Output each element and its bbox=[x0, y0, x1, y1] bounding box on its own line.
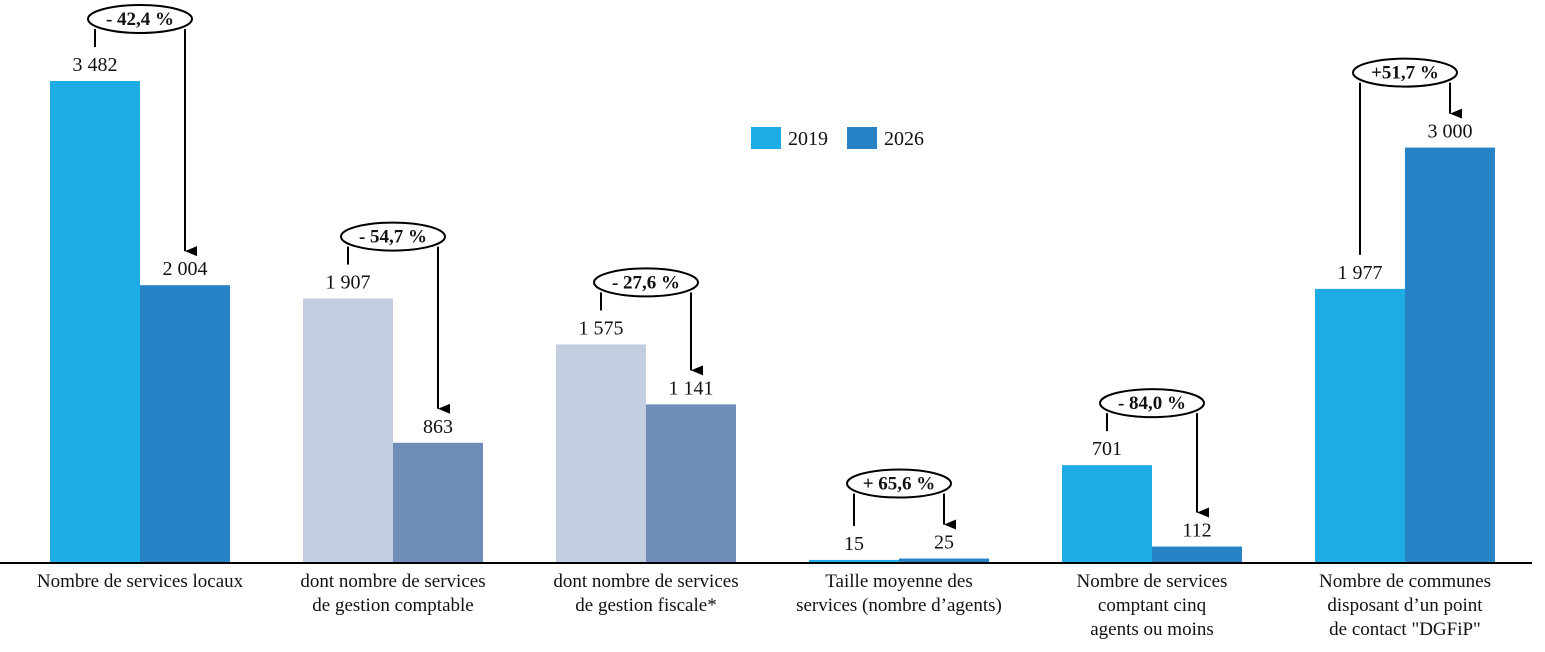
change-label: - 27,6 % bbox=[612, 272, 680, 293]
change-label: - 54,7 % bbox=[359, 227, 427, 248]
bar-2026 bbox=[393, 442, 483, 562]
legend-swatch-2019 bbox=[751, 127, 781, 149]
bar-2026 bbox=[899, 558, 989, 562]
bar-2026 bbox=[1152, 546, 1242, 562]
data-label-2026: 112 bbox=[1182, 520, 1211, 542]
data-label-2026: 25 bbox=[934, 532, 954, 554]
data-label-2026: 863 bbox=[423, 416, 453, 438]
data-label-2026: 2 004 bbox=[163, 258, 208, 280]
annotation-ellipse bbox=[340, 221, 446, 252]
legend-label-2026: 2026 bbox=[884, 128, 924, 150]
annotation-ellipse bbox=[1099, 388, 1205, 419]
category-label: Taille moyenne des bbox=[825, 571, 972, 592]
category-label: dont nombre de services bbox=[300, 571, 485, 592]
legend: 2019 2026 bbox=[751, 127, 924, 150]
data-label-2019: 1 907 bbox=[326, 272, 371, 294]
category-label: dont nombre de services bbox=[553, 571, 738, 592]
category-label: Nombre de services locaux bbox=[37, 571, 244, 592]
legend-swatch-2026 bbox=[847, 127, 877, 149]
bar-2019 bbox=[1062, 465, 1152, 562]
legend-label-2019: 2019 bbox=[788, 128, 828, 150]
category-label: Nombre de services bbox=[1077, 571, 1228, 592]
annotation-ellipse bbox=[1352, 57, 1458, 88]
bar-2019 bbox=[556, 344, 646, 562]
annotation-ellipse bbox=[593, 267, 699, 298]
bar-2026 bbox=[646, 404, 736, 562]
bar-2026 bbox=[1405, 147, 1495, 562]
bar-2019 bbox=[303, 298, 393, 562]
data-label-2019: 3 482 bbox=[73, 54, 118, 76]
category-label: de contact "DGFiP" bbox=[1329, 619, 1481, 640]
bar-2019 bbox=[1315, 288, 1405, 562]
change-label: +51,7 % bbox=[1371, 63, 1439, 84]
category-label: de gestion fiscale* bbox=[575, 595, 716, 616]
data-label-2019: 15 bbox=[844, 533, 864, 555]
category-label: services (nombre d’agents) bbox=[796, 595, 1002, 616]
annotation-ellipse bbox=[87, 4, 193, 34]
bar-2019 bbox=[50, 81, 140, 562]
category-label: de gestion comptable bbox=[312, 595, 473, 616]
category-label: agents ou moins bbox=[1090, 619, 1214, 640]
data-label-2026: 1 141 bbox=[669, 377, 714, 399]
bar-2026 bbox=[140, 285, 230, 562]
data-label-2019: 1 575 bbox=[579, 317, 624, 339]
data-label-2026: 3 000 bbox=[1428, 121, 1473, 143]
change-label: - 42,4 % bbox=[106, 9, 174, 30]
data-label-2019: 1 977 bbox=[1338, 262, 1383, 284]
change-label: - 84,0 % bbox=[1118, 393, 1186, 414]
annotation-ellipse bbox=[846, 468, 952, 499]
category-label: comptant cinq bbox=[1098, 595, 1207, 616]
category-label: disposant d’un point bbox=[1327, 595, 1483, 616]
category-label: Nombre de communes bbox=[1319, 571, 1491, 592]
change-label: + 65,6 % bbox=[863, 474, 936, 495]
bar-2019 bbox=[809, 559, 899, 562]
data-label-2019: 701 bbox=[1092, 438, 1122, 460]
